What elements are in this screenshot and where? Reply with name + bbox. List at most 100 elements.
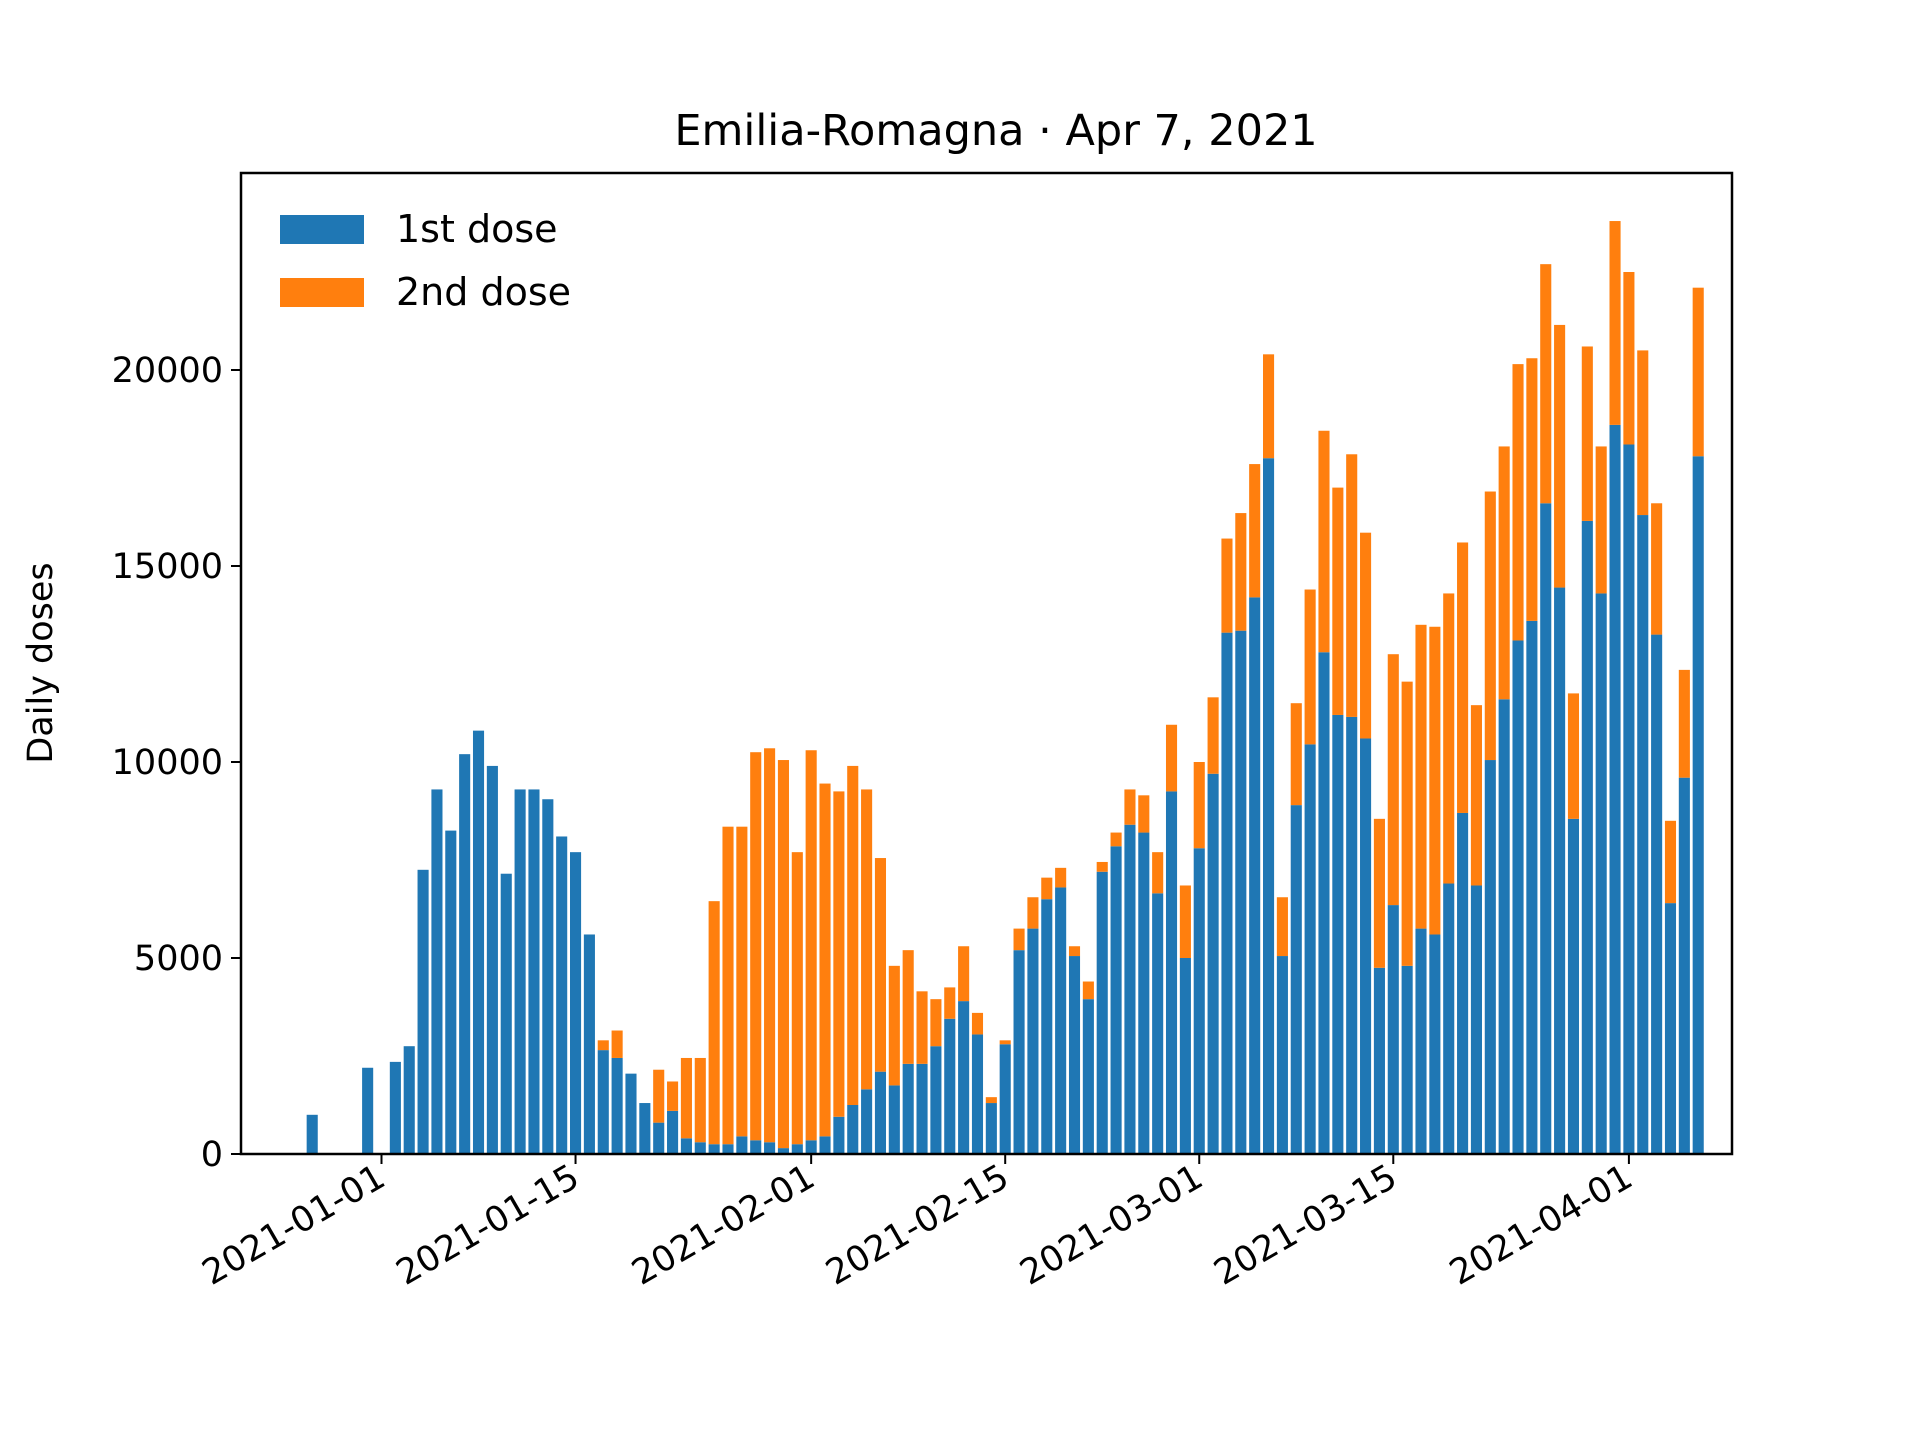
plot-area-frame [239, 171, 1734, 1156]
bar-2nd-dose [1540, 264, 1552, 504]
bar-2nd-dose [1138, 795, 1150, 833]
bar-1st-dose [930, 1046, 942, 1154]
bar-2nd-dose [1595, 446, 1607, 594]
bar-1st-dose [500, 873, 512, 1154]
bar-2nd-dose [1526, 358, 1538, 621]
bar-2nd-dose [1470, 705, 1482, 886]
bar-2nd-dose [805, 750, 817, 1141]
bar-1st-dose [583, 934, 595, 1154]
bar-2nd-dose [1387, 654, 1399, 906]
bar-1st-dose [1124, 824, 1136, 1154]
bar-2nd-dose [1623, 272, 1635, 445]
bar-1st-dose [1373, 967, 1385, 1154]
bar-2nd-dose [750, 752, 762, 1141]
y-tick-label: 0 [201, 1135, 223, 1175]
bar-1st-dose [708, 1144, 720, 1154]
legend-label: 1st dose [396, 207, 558, 251]
bar-1st-dose [597, 1050, 609, 1154]
bar-2nd-dose [1457, 542, 1469, 813]
bar-2nd-dose [971, 1012, 984, 1035]
bar-2nd-dose [653, 1069, 665, 1123]
bar-2nd-dose [1152, 852, 1164, 894]
bar-1st-dose [916, 1063, 928, 1154]
bar-1st-dose [1401, 965, 1413, 1154]
bar-2nd-dose [1027, 897, 1039, 929]
bar-2nd-dose [1637, 350, 1649, 516]
bar-2nd-dose [1082, 981, 1094, 1000]
bar-1st-dose [805, 1140, 817, 1154]
bar-1st-dose [1276, 956, 1288, 1154]
bar-1st-dose [1637, 515, 1649, 1154]
bar-2nd-dose [1692, 287, 1704, 457]
bar-1st-dose [888, 1085, 900, 1154]
bar-1st-dose [750, 1140, 762, 1154]
bar-1st-dose [1678, 777, 1690, 1154]
bar-2nd-dose [1041, 877, 1053, 900]
bar-2nd-dose [985, 1097, 997, 1104]
bar-2nd-dose [833, 791, 845, 1117]
bar-1st-dose [985, 1103, 997, 1154]
bar-2nd-dose [791, 852, 803, 1145]
bar-2nd-dose [1360, 532, 1372, 739]
bars [306, 221, 1704, 1155]
bar-2nd-dose [1055, 867, 1067, 888]
bar-1st-dose [1249, 597, 1261, 1154]
bar-2nd-dose [777, 760, 789, 1149]
bar-1st-dose [1207, 773, 1219, 1154]
bar-1st-dose [1221, 632, 1233, 1154]
bar-2nd-dose [1512, 364, 1524, 641]
bar-2nd-dose [680, 1057, 692, 1139]
bar-1st-dose [362, 1067, 374, 1154]
bar-2nd-dose [1373, 818, 1385, 968]
bar-1st-dose [514, 789, 526, 1154]
bar-1st-dose [1664, 903, 1677, 1154]
bar-1st-dose [791, 1144, 803, 1154]
bar-1st-dose [1235, 630, 1247, 1154]
bar-1st-dose [1263, 458, 1275, 1154]
bar-2nd-dose [694, 1057, 706, 1143]
y-tick-label: 15000 [112, 547, 223, 587]
bar-1st-dose [833, 1116, 845, 1154]
bar-2nd-dose [1276, 897, 1288, 957]
bar-1st-dose [556, 836, 568, 1154]
bar-2nd-dose [1235, 513, 1247, 631]
bar-2nd-dose [1678, 669, 1690, 778]
bar-1st-dose [1554, 587, 1566, 1154]
y-tick-label: 10000 [112, 743, 223, 783]
bar-1st-dose [1138, 832, 1150, 1154]
bar-2nd-dose [1609, 221, 1621, 425]
bar-1st-dose [1581, 520, 1593, 1154]
bar-1st-dose [1179, 958, 1191, 1154]
bar-1st-dose [958, 1001, 970, 1154]
bar-1st-dose [1651, 634, 1663, 1154]
chart-title: Emilia-Romagna · Apr 7, 2021 [674, 106, 1317, 156]
bar-2nd-dose [819, 783, 831, 1137]
bar-2nd-dose [1165, 724, 1178, 792]
bar-1st-dose [1165, 791, 1178, 1154]
bar-2nd-dose [1110, 832, 1122, 847]
bar-2nd-dose [764, 748, 776, 1143]
bar-1st-dose [1096, 871, 1108, 1154]
bar-2nd-dose [736, 826, 748, 1137]
bar-1st-dose [1623, 444, 1635, 1155]
y-axis: 0 5000 10000 15000 20000 [112, 351, 241, 1175]
bar-2nd-dose [930, 999, 942, 1047]
bar-2nd-dose [1096, 861, 1108, 872]
bar-1st-dose [389, 1061, 401, 1154]
bar-2nd-dose [1554, 324, 1566, 588]
bar-1st-dose [1387, 905, 1399, 1154]
bar-1st-dose [667, 1110, 679, 1154]
bar-2nd-dose [1346, 454, 1358, 717]
bar-2nd-dose [597, 1040, 609, 1051]
bar-2nd-dose [1429, 626, 1441, 935]
bar-1st-dose [1110, 846, 1122, 1154]
bar-2nd-dose [958, 946, 970, 1002]
bar-1st-dose [722, 1144, 734, 1154]
bar-2nd-dose [1179, 885, 1191, 958]
y-tick-label: 20000 [112, 351, 223, 391]
bar-1st-dose [639, 1103, 651, 1154]
bar-1st-dose [1498, 699, 1510, 1154]
bar-1st-dose [861, 1089, 873, 1154]
bar-2nd-dose [1304, 589, 1316, 745]
